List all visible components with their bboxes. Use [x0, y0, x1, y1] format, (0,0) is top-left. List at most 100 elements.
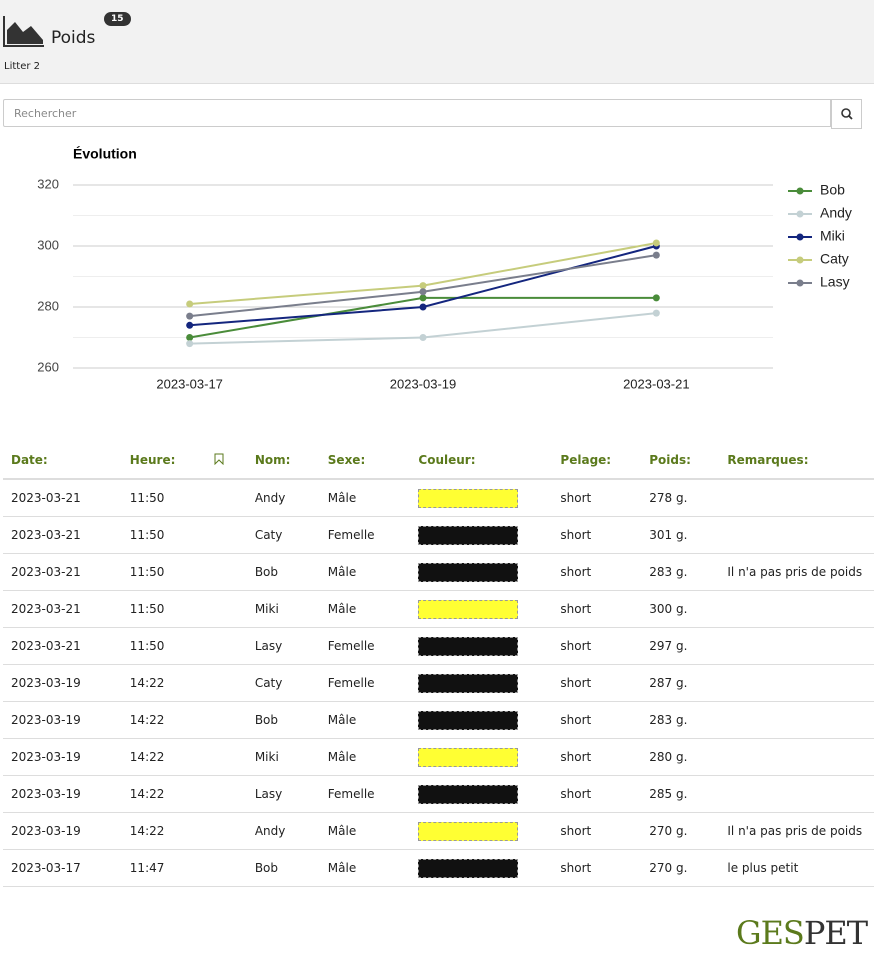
legend-dot [796, 187, 804, 195]
data-point [652, 294, 660, 302]
coat-cell: short [552, 590, 642, 628]
weight-cell: 270 g. [641, 812, 720, 850]
chart: Évolution 260 280 300 320 2023-03-17 2023-03-… [37, 146, 852, 392]
table-row: 2023-03-19 14:22 Miki Mâle short 280 g. [3, 738, 874, 776]
sex-cell: Mâle [319, 849, 411, 887]
weight-cell: 300 g. [641, 590, 720, 628]
bookmark-cell [206, 553, 247, 591]
time-cell: 11:50 [121, 553, 207, 591]
bookmark-cell [206, 479, 247, 517]
color-swatch [418, 525, 519, 545]
chart-icon [3, 16, 44, 47]
coat-cell: short [552, 553, 642, 591]
column-header: Heure: [121, 442, 207, 480]
coat-cell: short [552, 701, 642, 739]
sex-cell: Femelle [319, 627, 411, 665]
legend-dot [796, 256, 804, 264]
name-cell: Andy [246, 812, 320, 850]
weight-cell: 287 g. [641, 664, 720, 702]
table-row: 2023-03-21 11:50 Miki Mâle short 300 g. [3, 590, 874, 628]
color-swatch [418, 562, 519, 582]
color-cell [410, 627, 553, 665]
x-tick-label: 2023-03-21 [623, 376, 690, 391]
color-swatch [418, 710, 519, 730]
time-cell: 14:22 [121, 701, 207, 739]
search-button[interactable] [831, 99, 862, 129]
column-header: Date: [3, 442, 122, 480]
time-cell: 14:22 [121, 738, 207, 776]
table-row: 2023-03-19 14:22 Bob Mâle short 283 g. [3, 701, 874, 739]
legend-dot [796, 233, 804, 241]
weight-cell: 285 g. [641, 775, 720, 813]
y-tick-label: 260 [37, 359, 59, 374]
bookmark-cell [206, 738, 247, 776]
coat-cell: short [552, 849, 642, 887]
data-point [652, 251, 660, 259]
weight-cell: 278 g. [641, 479, 720, 517]
date-cell: 2023-03-19 [3, 664, 122, 702]
color-swatch [418, 858, 519, 878]
color-swatch [418, 599, 519, 619]
table-row: 2023-03-17 11:47 Bob Mâle short 270 g. le plus… [3, 849, 874, 887]
bookmark-cell [206, 849, 247, 887]
sex-cell: Mâle [319, 701, 411, 739]
remark-cell [719, 775, 874, 813]
time-cell: 11:47 [121, 849, 207, 887]
data-point [419, 294, 427, 302]
date-cell: 2023-03-21 [3, 516, 122, 554]
remark-cell [719, 590, 874, 628]
remark-cell [719, 479, 874, 517]
time-cell: 11:50 [121, 479, 207, 517]
legend-dot [796, 210, 804, 218]
date-cell: 2023-03-21 [3, 590, 122, 628]
color-swatch [418, 784, 519, 804]
sex-cell: Femelle [319, 775, 411, 813]
coat-cell: short [552, 516, 642, 554]
x-tick-label: 2023-03-19 [390, 376, 457, 391]
y-tick-label: 300 [37, 237, 59, 252]
name-cell: Bob [246, 701, 320, 739]
color-cell [410, 849, 553, 887]
data-point [419, 282, 427, 290]
data-point [419, 303, 427, 311]
name-cell: Bob [246, 849, 320, 887]
name-cell: Caty [246, 516, 320, 554]
coat-cell: short [552, 664, 642, 702]
weight-cell: 283 g. [641, 553, 720, 591]
weight-cell: 301 g. [641, 516, 720, 554]
name-cell: Bob [246, 553, 320, 591]
data-point [419, 334, 427, 341]
time-cell: 14:22 [121, 775, 207, 813]
weight-cell: 270 g. [641, 849, 720, 887]
badge: 15 [104, 12, 131, 26]
search-input[interactable]: Rechercher [3, 99, 831, 127]
column-header: Remarques: [719, 442, 874, 480]
color-cell [410, 479, 553, 517]
legend-label: Bob [820, 182, 845, 198]
data-point [652, 239, 660, 247]
data-point [652, 309, 660, 317]
remark-cell: le plus petit [719, 849, 874, 887]
color-cell [410, 775, 553, 813]
legend-label: Miki [820, 228, 845, 244]
date-cell: 2023-03-17 [3, 849, 122, 887]
name-cell: Lasy [246, 775, 320, 813]
time-cell: 11:50 [121, 627, 207, 665]
logo-part: PET [803, 914, 868, 952]
color-swatch [418, 488, 519, 508]
color-cell [410, 664, 553, 702]
table-row: 2023-03-21 11:50 Andy Mâle short 278 g. [3, 479, 874, 517]
chart-title: Évolution [73, 146, 137, 162]
date-cell: 2023-03-21 [3, 627, 122, 665]
sex-cell: Mâle [319, 479, 411, 517]
name-cell: Miki [246, 738, 320, 776]
color-cell [410, 738, 553, 776]
color-swatch [418, 747, 519, 767]
sex-cell: Mâle [319, 553, 411, 591]
coat-cell: short [552, 775, 642, 813]
color-cell [410, 812, 553, 850]
name-cell: Lasy [246, 627, 320, 665]
search-icon [841, 108, 853, 120]
subtitle: Litter 2 [4, 61, 40, 72]
